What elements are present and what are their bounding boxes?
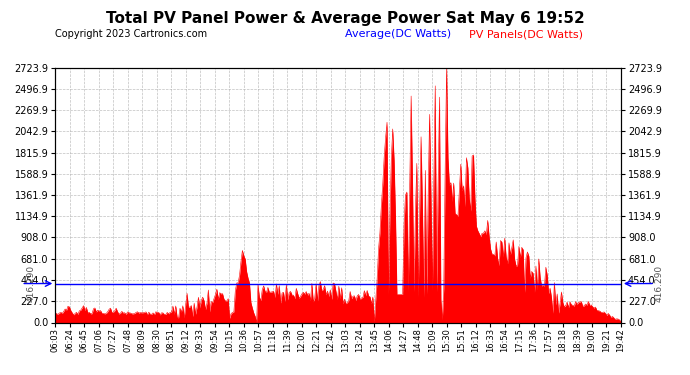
Text: 416.290: 416.290 [26,265,36,302]
Text: Average(DC Watts): Average(DC Watts) [345,29,451,39]
Text: Total PV Panel Power & Average Power Sat May 6 19:52: Total PV Panel Power & Average Power Sat… [106,11,584,26]
Text: PV Panels(DC Watts): PV Panels(DC Watts) [469,29,583,39]
Text: Copyright 2023 Cartronics.com: Copyright 2023 Cartronics.com [55,29,207,39]
Text: 416.290: 416.290 [654,265,664,302]
